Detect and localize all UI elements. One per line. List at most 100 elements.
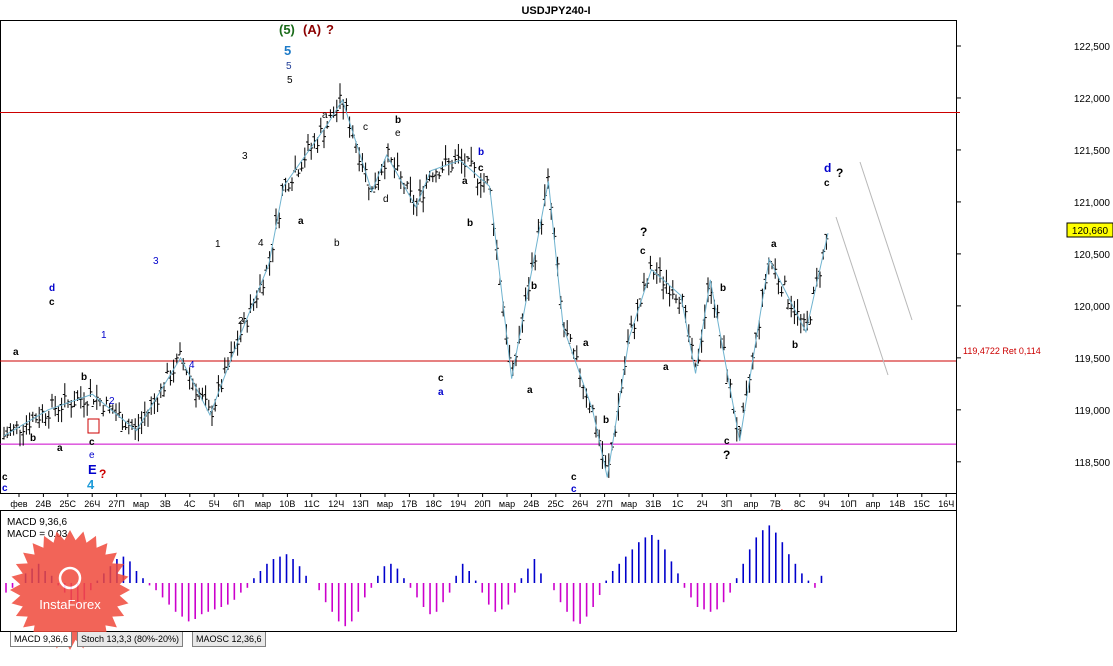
projection-line-2 <box>859 161 913 321</box>
price-tick-label: 122,000 <box>1074 94 1111 105</box>
wave-label-a-1: a <box>322 110 328 121</box>
instaforex-logo: InstaForex <box>10 530 130 650</box>
wave-label-a-left-2: a <box>13 347 19 358</box>
price-tick-label: 121,500 <box>1074 146 1111 157</box>
watermark-text: InstaForex <box>39 597 101 612</box>
wave-labels: (5) (A) ? 5 5 5 a c b e d b a 3 1 2 4 3 … <box>2 22 843 495</box>
wave-label-b-apr-2: b <box>792 340 798 351</box>
wave-label-a-left-3: a <box>57 443 63 454</box>
wave-label-5-major: (5) <box>279 22 295 37</box>
low-marker-box <box>87 418 100 434</box>
wave-label-e-blue: e <box>89 450 95 461</box>
time-tick-label: 10П <box>840 499 856 509</box>
time-tick-label: мар <box>255 499 271 509</box>
wave-label-c-mid-2: c <box>640 246 646 257</box>
time-tick-label: 27П <box>596 499 612 509</box>
wave-label-E-blue: E <box>88 462 97 477</box>
wave-label-b-1: b <box>395 115 401 126</box>
wave-label-a-right: a <box>527 385 533 396</box>
wave-label-1-blue: 1 <box>101 330 107 341</box>
time-tick-label: 8С <box>794 499 806 509</box>
time-tick-label: 19Ч <box>450 499 466 509</box>
time-tick-label: 2Ч <box>697 499 708 509</box>
time-tick-label: апр <box>744 499 759 509</box>
wave-label-2: 2 <box>238 316 244 327</box>
retracement-level-label: 119,4722 Ret 0,114 <box>963 346 1041 356</box>
time-tick-label: мар <box>377 499 393 509</box>
time-tick-label: 6П <box>233 499 244 509</box>
wave-label-b-left: b <box>30 433 36 444</box>
time-tick-label: 26Ч <box>84 499 100 509</box>
wave-label-a-left: a <box>298 216 304 227</box>
wave-label-4-cyan: 4 <box>87 477 95 492</box>
time-tick-label: 17В <box>401 499 417 509</box>
wave-label-a-apr: a <box>663 362 669 373</box>
wave-label-c-box: c <box>89 437 95 448</box>
price-tick-label: 118,500 <box>1075 458 1111 469</box>
chart-title: USDJPY240-I <box>521 5 590 17</box>
wave-label-c-mid: c <box>478 163 484 174</box>
wave-label-a-right-2: a <box>583 338 589 349</box>
price-tick-label: 119,000 <box>1075 406 1111 417</box>
time-tick-label: мар <box>133 499 149 509</box>
projection-line-1 <box>835 216 889 376</box>
tab-macd[interactable]: MACD 9,36,6 <box>10 632 73 647</box>
wave-label-a-mid: a <box>462 176 468 187</box>
time-tick-label: 1С <box>672 499 684 509</box>
wave-label-question-end: ? <box>836 166 843 180</box>
time-tick-label: 20П <box>474 499 490 509</box>
time-tick-label: мар <box>621 499 637 509</box>
wave-label-question-apr: ? <box>723 448 730 462</box>
current-price-marker <box>1066 222 1113 238</box>
wave-label-3: 3 <box>242 151 248 162</box>
wave-label-a-apr-2: a <box>771 239 777 250</box>
wave-label-d-left: d <box>49 283 55 294</box>
time-tick-label: 13П <box>352 499 368 509</box>
time-tick-label: 26Ч <box>572 499 588 509</box>
wave-label-question-red: ? <box>99 467 106 481</box>
wave-label-c-low-blue: c <box>571 484 577 495</box>
wave-label-1: 1 <box>215 239 221 250</box>
wave-label-b-left-2: b <box>81 372 87 383</box>
wave-label-c-black: c <box>438 373 444 384</box>
wave-label-b-right-2: b <box>603 415 609 426</box>
time-tick-label: 10В <box>279 499 295 509</box>
logo-icon <box>58 566 82 590</box>
wave-label-b-right: b <box>531 281 537 292</box>
time-tick-label: 12Ч <box>328 499 344 509</box>
time-tick-label: 11С <box>304 499 320 509</box>
wave-path-line <box>3 98 829 478</box>
wave-label-b-apr: b <box>720 283 726 294</box>
wave-label-b-mid-2: b <box>467 218 473 229</box>
time-tick-label: 4С <box>184 499 196 509</box>
price-tick-label: 121,000 <box>1074 198 1111 209</box>
wave-label-4-blue: 4 <box>189 360 195 371</box>
wave-label-b-2: b <box>334 238 340 249</box>
wave-label-c-1: c <box>363 122 368 133</box>
time-tick-label: 15С <box>914 499 931 509</box>
wave-label-d-end: d <box>824 161 831 175</box>
time-tick-label: 18С <box>426 499 443 509</box>
wave-label-c-left: c <box>49 297 55 308</box>
time-tick-label: 27П <box>108 499 124 509</box>
wave-label-5-small: 5 <box>287 75 293 86</box>
wave-label-5-blue-large: 5 <box>284 43 291 58</box>
time-tick-label: 14В <box>889 499 905 509</box>
wave-label-a-blue: a <box>438 387 444 398</box>
wave-label-c-low: c <box>571 472 577 483</box>
macd-panel <box>0 510 957 632</box>
wave-label-c-corner-blue: c <box>2 483 8 494</box>
price-tick-label: 120,500 <box>1074 250 1111 261</box>
time-tick-label: 25С <box>548 499 565 509</box>
time-tick-label: 3В <box>160 499 171 509</box>
wave-label-c-apr: c <box>724 436 730 447</box>
wave-label-4: 4 <box>258 238 264 249</box>
tab-maosc[interactable]: MAOSC 12,36,6 <box>192 632 266 647</box>
wave-label-e-1: e <box>395 128 401 139</box>
tab-stoch[interactable]: Stoch 13,3,3 (80%-20%) <box>77 632 184 647</box>
macd-panel-value: MACD = 0.03 <box>7 529 68 540</box>
time-tick-label: 25С <box>60 499 77 509</box>
price-tick-label: 119,500 <box>1075 354 1111 365</box>
time-tick-label: 24В <box>523 499 539 509</box>
